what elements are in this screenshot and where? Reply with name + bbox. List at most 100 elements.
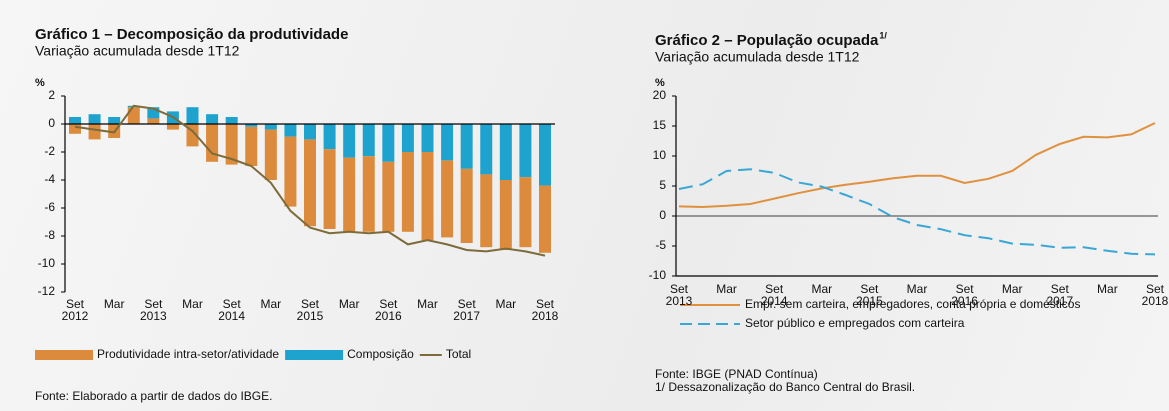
bar [362, 156, 375, 232]
bar [166, 124, 179, 130]
note: Fonte: Elaborado a partir de dados do IB… [35, 389, 272, 403]
bar [245, 126, 258, 166]
x-tick-label: Mar [103, 297, 125, 311]
line [678, 122, 1156, 209]
x-tick-label: Set 2016 [374, 297, 402, 323]
x-tick-label: Mar [811, 282, 833, 296]
x-tick-label: Set 2012 [61, 297, 89, 323]
bar [441, 124, 454, 161]
unit: % [655, 77, 665, 89]
bar [206, 114, 219, 124]
x-tick-label: Set 2014 [218, 297, 245, 323]
bar [127, 107, 140, 124]
bar [499, 124, 512, 180]
bar [382, 124, 395, 162]
subtitle: Variação acumulada desde 1T12 [655, 49, 860, 65]
y-tick-label: 2 [48, 88, 55, 102]
x-tick-label: Set 2015 [296, 297, 324, 323]
bar [401, 152, 414, 232]
legend-swatch [35, 350, 93, 360]
bar [460, 124, 473, 169]
bar [225, 117, 238, 124]
x-tick-label: Set 2018 [1141, 282, 1169, 308]
bar [362, 124, 375, 157]
bar [441, 160, 454, 238]
note: 1/ Dessazonalização do Banco Central do … [655, 380, 915, 394]
x-tick-label: Set 2014 [760, 282, 788, 308]
bar [304, 124, 316, 140]
y-tick-label: -10 [649, 268, 667, 282]
bar [88, 124, 101, 140]
y-tick-label: 10 [653, 148, 667, 162]
line [678, 168, 1156, 256]
bar [245, 124, 258, 127]
bar [69, 124, 81, 134]
y-tick-label: -2 [44, 144, 55, 158]
y-tick-label: -10 [38, 256, 56, 270]
bar [304, 139, 316, 227]
legend-label: Produtividade intra-setor/atividade [97, 347, 279, 361]
bar [343, 157, 356, 232]
bar [480, 174, 493, 248]
bar [480, 124, 493, 175]
bar [539, 124, 551, 186]
legend-swatch [285, 350, 344, 360]
bar [69, 117, 81, 124]
unit: % [35, 77, 45, 89]
bar [401, 124, 414, 152]
bar [343, 124, 356, 158]
x-tick-label: Mar [906, 282, 928, 296]
bar [147, 107, 160, 119]
y-tick-label: -6 [44, 200, 55, 214]
chart-title: Gráfico 2 – População ocupada [655, 32, 879, 49]
legend-label: Empr. sem carteira, empregadores, conta … [745, 297, 1080, 311]
bar [225, 124, 238, 165]
bar [460, 168, 473, 243]
bar [206, 124, 219, 162]
y-tick-label: -12 [38, 284, 56, 298]
bar [539, 185, 551, 253]
x-tick-label: Set 2017 [1046, 282, 1074, 308]
y-tick-label: 5 [659, 178, 666, 192]
bar [499, 180, 512, 250]
x-tick-label: Mar [182, 297, 203, 311]
x-tick-label: Set 2018 [531, 297, 559, 323]
subtitle: Variação acumulada desde 1T12 [35, 43, 240, 59]
x-tick-label: Mar [338, 297, 360, 311]
x-tick-label: Mar [1097, 282, 1118, 296]
bar [284, 136, 297, 207]
bar [421, 152, 434, 241]
bar [323, 124, 336, 150]
legend-label: Setor público e empregados com carteira [745, 316, 965, 330]
x-tick-label: Mar [417, 297, 438, 311]
x-tick-label: Mar [495, 297, 517, 311]
x-tick-label: Set 2016 [951, 282, 978, 308]
bar [323, 149, 336, 229]
bar [382, 161, 395, 232]
y-tick-label: -8 [44, 228, 55, 242]
title-note: 1/ [879, 30, 887, 40]
x-tick-label: Mar [716, 282, 737, 296]
legend-label: Composição [347, 347, 414, 361]
bar [519, 177, 532, 248]
bar [108, 117, 121, 124]
bar [147, 118, 160, 124]
y-tick-label: 0 [659, 208, 666, 222]
legend-label: Total [446, 347, 471, 361]
bar [284, 124, 297, 137]
y-tick-label: -5 [655, 238, 666, 252]
chart-title: Gráfico 1 – Decomposição da produtividad… [35, 26, 348, 43]
y-tick-label: -4 [44, 172, 55, 186]
y-tick-label: 20 [653, 88, 667, 102]
y-tick-label: 15 [653, 118, 667, 132]
bar [264, 129, 277, 180]
bar [421, 124, 434, 152]
x-tick-label: Set 2015 [856, 282, 883, 308]
x-tick-label: Mar [1001, 282, 1023, 296]
y-tick-label: 0 [48, 116, 55, 130]
x-tick-label: Set 2013 [139, 297, 167, 323]
x-tick-label: Set 2013 [665, 282, 693, 308]
x-tick-label: Set 2017 [453, 297, 480, 323]
